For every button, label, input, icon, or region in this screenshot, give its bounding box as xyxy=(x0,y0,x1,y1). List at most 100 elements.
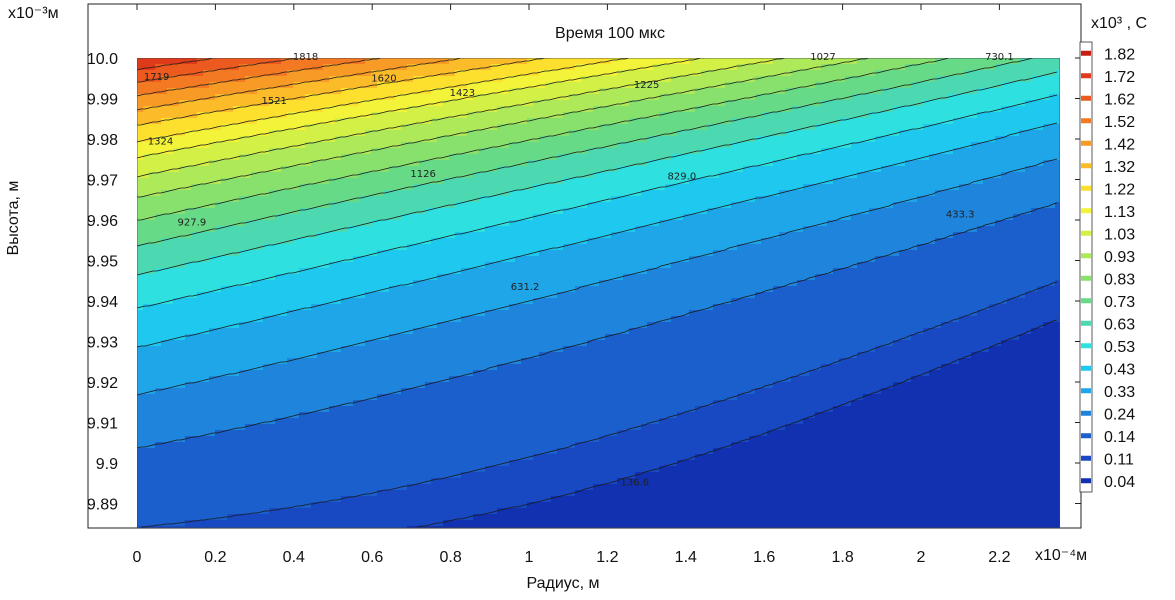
contour-cell xyxy=(395,514,402,521)
contour-cell xyxy=(461,166,468,173)
contour-cell xyxy=(167,154,174,161)
contour-cell xyxy=(263,358,270,365)
contour-cell xyxy=(389,256,396,263)
contour-cell xyxy=(221,100,228,107)
contour-cell xyxy=(365,412,372,419)
contour-cell xyxy=(425,304,432,311)
contour-cell xyxy=(377,142,384,149)
contour-cell xyxy=(293,328,300,335)
contour-cell xyxy=(203,316,210,323)
contour-cell xyxy=(305,352,312,359)
contour-cell xyxy=(287,160,294,167)
contour-cell xyxy=(365,358,372,365)
contour-cell xyxy=(143,82,150,89)
contour-cell xyxy=(365,340,372,347)
contour-cell xyxy=(335,130,342,137)
contour-cell xyxy=(305,190,312,197)
contour-cell xyxy=(191,94,198,101)
contour-cell xyxy=(479,76,486,83)
contour-cell xyxy=(221,298,228,305)
contour-cell xyxy=(263,448,270,455)
contour-cell xyxy=(377,202,384,209)
contour-cell xyxy=(311,526,318,528)
contour-cell xyxy=(269,424,276,431)
contour-cell xyxy=(353,220,360,227)
contour-cell xyxy=(353,466,360,473)
contour-cell xyxy=(221,478,228,485)
contour-cell xyxy=(257,154,264,161)
contour-cell xyxy=(317,526,324,528)
contour-cell xyxy=(335,244,342,251)
contour-cell xyxy=(173,322,180,329)
contour-cell xyxy=(491,190,498,197)
contour-cell xyxy=(323,166,330,173)
contour-cell xyxy=(335,442,342,449)
contour-cell xyxy=(179,472,186,479)
contour-cell xyxy=(275,352,282,359)
contour-cell xyxy=(305,466,312,473)
contour-cell xyxy=(443,412,450,419)
contour-cell xyxy=(407,214,414,221)
contour-cell xyxy=(389,292,396,299)
contour-cell xyxy=(329,244,336,251)
contour-cell xyxy=(209,508,216,515)
contour-cell xyxy=(137,358,144,365)
contour-cell xyxy=(503,292,510,299)
contour-cell xyxy=(167,256,174,263)
contour-cell xyxy=(281,274,288,281)
contour-cell xyxy=(377,490,384,497)
contour-cell xyxy=(431,514,438,521)
contour-cell xyxy=(467,298,474,305)
contour-cell xyxy=(461,250,468,257)
contour-cell xyxy=(479,244,486,251)
contour-cell xyxy=(407,508,414,515)
contour-cell xyxy=(359,508,366,515)
contour-cell xyxy=(425,436,432,443)
contour-cell xyxy=(275,154,282,161)
contour-cell xyxy=(311,238,318,245)
contour-cell xyxy=(287,412,294,419)
contour-cell xyxy=(389,382,396,389)
contour-cell xyxy=(275,226,282,233)
contour-cell xyxy=(293,88,300,95)
contour-cell xyxy=(395,400,402,407)
contour-cell xyxy=(347,526,354,528)
contour-cell xyxy=(371,304,378,311)
contour-cell xyxy=(377,268,384,275)
contour-cell xyxy=(257,502,264,509)
contour-cell xyxy=(461,454,468,461)
contour-cell xyxy=(185,154,192,161)
contour-cell xyxy=(269,490,276,497)
contour-cell xyxy=(407,346,414,353)
contour-cell xyxy=(479,508,486,515)
contour-cell xyxy=(383,472,390,479)
contour-cell xyxy=(461,256,468,263)
contour-cell xyxy=(401,118,408,125)
contour-cell xyxy=(305,244,312,251)
contour-cell xyxy=(497,334,504,341)
contour-cell xyxy=(305,388,312,395)
contour-cell xyxy=(263,232,270,239)
contour-cell xyxy=(215,220,222,227)
contour-cell xyxy=(497,520,504,527)
contour-cell xyxy=(449,208,456,215)
contour-cell xyxy=(443,124,450,131)
contour-cell xyxy=(413,160,420,167)
contour-cell xyxy=(371,172,378,179)
contour-cell xyxy=(197,394,204,401)
contour-cell xyxy=(329,112,336,119)
contour-cell xyxy=(287,454,294,461)
contour-cell xyxy=(275,418,282,425)
contour-cell xyxy=(353,502,360,509)
contour-cell xyxy=(425,82,432,89)
contour-cell xyxy=(185,202,192,209)
contour-cell xyxy=(173,442,180,449)
contour-cell xyxy=(251,454,258,461)
contour-cell xyxy=(419,256,426,263)
contour-cell xyxy=(257,118,264,125)
contour-cell xyxy=(515,112,522,119)
contour-cell xyxy=(353,154,360,161)
contour-cell xyxy=(413,76,420,83)
contour-cell xyxy=(347,376,354,383)
contour-cell xyxy=(155,400,162,407)
